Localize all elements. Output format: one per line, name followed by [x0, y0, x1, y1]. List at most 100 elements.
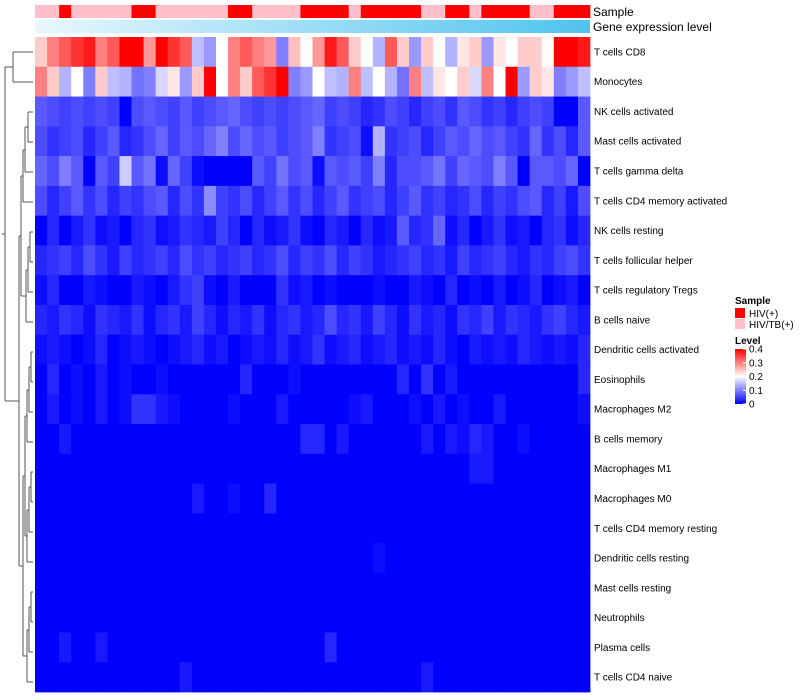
heatmap-cell	[131, 424, 144, 455]
heatmap-cell	[348, 37, 362, 68]
sample-annotation-cell	[553, 5, 567, 18]
heatmap-cell	[83, 394, 96, 425]
heatmap-cell	[71, 66, 84, 97]
legend-swatch-hiv	[735, 308, 745, 318]
heatmap-cell	[264, 364, 277, 395]
heatmap-cell	[445, 96, 458, 127]
heatmap-cell	[336, 572, 350, 604]
heatmap-cell	[300, 364, 313, 395]
sample-annotation-cell	[457, 5, 470, 18]
heatmap-cell	[191, 245, 205, 276]
heatmap-cell	[517, 245, 531, 276]
sample-annotation-cell	[95, 5, 108, 18]
heatmap-cell	[336, 245, 350, 276]
heatmap-cell	[131, 483, 144, 514]
sample-annotation-cell	[203, 5, 217, 18]
heatmap-cell	[372, 185, 386, 217]
heatmap-cell	[47, 156, 60, 187]
heatmap-cell	[433, 394, 446, 425]
heatmap-cell	[577, 37, 591, 68]
row-label: T cells CD4 naive	[594, 673, 673, 684]
heatmap-cell	[553, 126, 567, 157]
heatmap-cell	[529, 96, 543, 127]
sample-annotation-cell	[421, 5, 434, 18]
heatmap-cell	[457, 424, 470, 455]
heatmap-cell	[215, 156, 229, 187]
heatmap-cell	[131, 215, 144, 246]
heatmap-cell	[215, 364, 229, 395]
heatmap-cell	[372, 334, 386, 365]
level-tick-label: 0.1	[749, 386, 763, 397]
heatmap-cell	[336, 66, 350, 97]
heatmap-cell	[553, 632, 567, 663]
heatmap-cell	[493, 572, 506, 604]
heatmap-cell	[469, 66, 482, 97]
heatmap-cell	[409, 602, 422, 633]
heatmap-cell	[276, 602, 289, 633]
heatmap-cell	[203, 543, 217, 574]
heatmap-cell	[433, 126, 446, 157]
heatmap-cell	[83, 453, 96, 484]
row-label: NK cells activated	[594, 107, 673, 118]
heatmap-cell	[155, 632, 169, 663]
heatmap-cell	[167, 156, 181, 187]
level-colorbar	[735, 349, 746, 404]
heatmap-cell	[517, 185, 531, 217]
row-label: T cells follicular helper	[594, 256, 693, 267]
heatmap-cell	[143, 572, 157, 604]
heatmap-cell	[71, 543, 84, 574]
heatmap-cell	[131, 543, 144, 574]
heatmap-cell	[421, 632, 434, 663]
heatmap-cell	[469, 185, 482, 217]
heatmap-cell	[324, 572, 338, 604]
heatmap-cell	[348, 156, 362, 187]
heatmap-cell	[203, 185, 217, 217]
heatmap-cell	[445, 334, 458, 365]
heatmap-cell	[529, 632, 543, 663]
heatmap-cell	[83, 334, 96, 365]
heatmap-cell	[505, 572, 519, 604]
heatmap-cell	[553, 424, 567, 455]
sample-annotation-cell	[505, 5, 519, 18]
heatmap-cell	[228, 632, 241, 663]
heatmap-cell	[35, 364, 48, 395]
heatmap-cell	[179, 185, 193, 217]
heatmap-cell	[372, 632, 386, 663]
heatmap-cell	[312, 364, 325, 395]
heatmap-cell	[167, 245, 181, 276]
heatmap-cell	[95, 96, 108, 127]
heatmap-cell	[541, 572, 555, 604]
heatmap-cell	[409, 37, 422, 68]
heatmap-cell	[565, 156, 579, 187]
heatmap-cell	[481, 334, 494, 365]
heatmap-cell	[457, 245, 470, 276]
heatmap-cell	[300, 543, 313, 574]
heatmap-cell	[505, 96, 519, 127]
heatmap-cell	[179, 453, 193, 484]
heatmap-cell	[433, 334, 446, 365]
heatmap-cell	[264, 483, 277, 514]
heatmap-cell	[384, 483, 398, 514]
heatmap-cell	[372, 66, 386, 97]
heatmap-cell	[143, 66, 157, 97]
heatmap-cell	[71, 126, 84, 157]
sample-annotation-cell	[155, 5, 169, 18]
heatmap-cell	[336, 662, 350, 693]
level-tick-label: 0.2	[749, 372, 763, 383]
heatmap-cell	[348, 424, 362, 455]
heatmap-cell	[191, 126, 205, 157]
heatmap-cell	[35, 662, 48, 693]
heatmap-cell	[191, 662, 205, 693]
heatmap-cell	[445, 126, 458, 157]
heatmap-cell	[553, 364, 567, 395]
heatmap-cell	[167, 453, 181, 484]
heatmap-cell	[541, 662, 555, 693]
heatmap-cell	[457, 215, 470, 246]
heatmap-cell	[565, 215, 579, 246]
heatmap-cell	[95, 483, 108, 514]
heatmap-cell	[215, 275, 229, 306]
heatmap-cell	[457, 572, 470, 604]
heatmap-cell	[372, 483, 386, 514]
heatmap-cell	[119, 156, 132, 187]
heatmap-cell	[421, 334, 434, 365]
